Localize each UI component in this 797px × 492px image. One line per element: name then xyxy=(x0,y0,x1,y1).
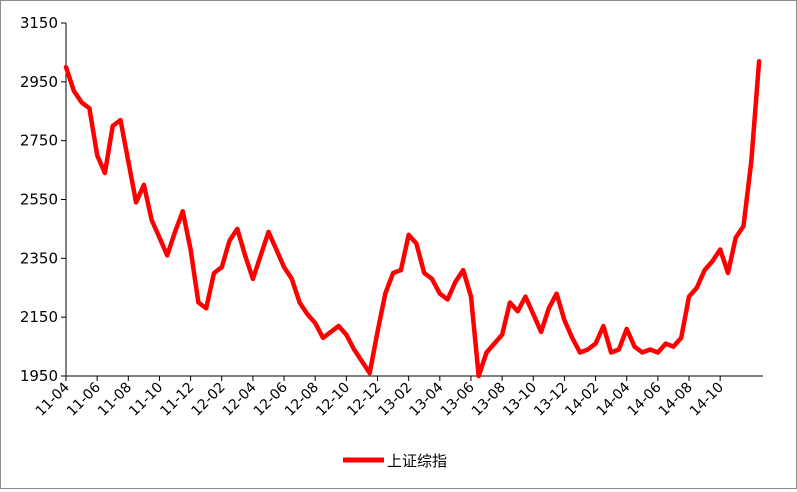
x-tick-label: 13-12 xyxy=(531,380,571,420)
x-tick-label: 14-06 xyxy=(625,379,665,419)
x-tick-label: 13-04 xyxy=(407,379,447,419)
x-tick-label: 14-02 xyxy=(562,380,602,420)
x-tick-label: 12-04 xyxy=(220,379,260,419)
y-tick-label: 2950 xyxy=(20,73,58,91)
y-tick-label: 2550 xyxy=(20,191,58,209)
x-tick-label: 11-04 xyxy=(33,379,73,419)
y-tick-label: 2350 xyxy=(20,249,58,267)
x-tick-label: 13-08 xyxy=(469,380,509,420)
y-tick-label: 2150 xyxy=(20,308,58,326)
x-tick-label: 12-12 xyxy=(344,380,384,420)
legend: 上证综指 xyxy=(343,452,447,470)
x-tick-label: 12-08 xyxy=(282,380,322,420)
y-tick-label: 2750 xyxy=(20,132,58,150)
legend-label-shanghai-composite: 上证综指 xyxy=(387,452,447,470)
x-tick-label: 11-08 xyxy=(95,380,135,420)
x-tick-label: 13-10 xyxy=(500,380,540,420)
x-tick-label: 13-06 xyxy=(438,379,478,419)
x-tick-label: 11-12 xyxy=(157,380,197,420)
x-tick-label: 12-02 xyxy=(188,380,228,420)
x-tick-label: 14-10 xyxy=(687,380,727,420)
y-tick-label: 1950 xyxy=(20,367,58,385)
y-tick-label: 3150 xyxy=(20,14,58,32)
x-tick-label: 14-08 xyxy=(656,380,696,420)
x-tick-label: 11-06 xyxy=(64,379,104,419)
series-line-shanghai-composite xyxy=(63,58,762,379)
x-tick-label: 14-04 xyxy=(593,379,633,419)
x-tick-label: 12-06 xyxy=(251,379,291,419)
x-tick-label: 12-10 xyxy=(313,380,353,420)
x-tick-label: 11-10 xyxy=(126,380,166,420)
x-tick-label: 13-02 xyxy=(375,380,415,420)
